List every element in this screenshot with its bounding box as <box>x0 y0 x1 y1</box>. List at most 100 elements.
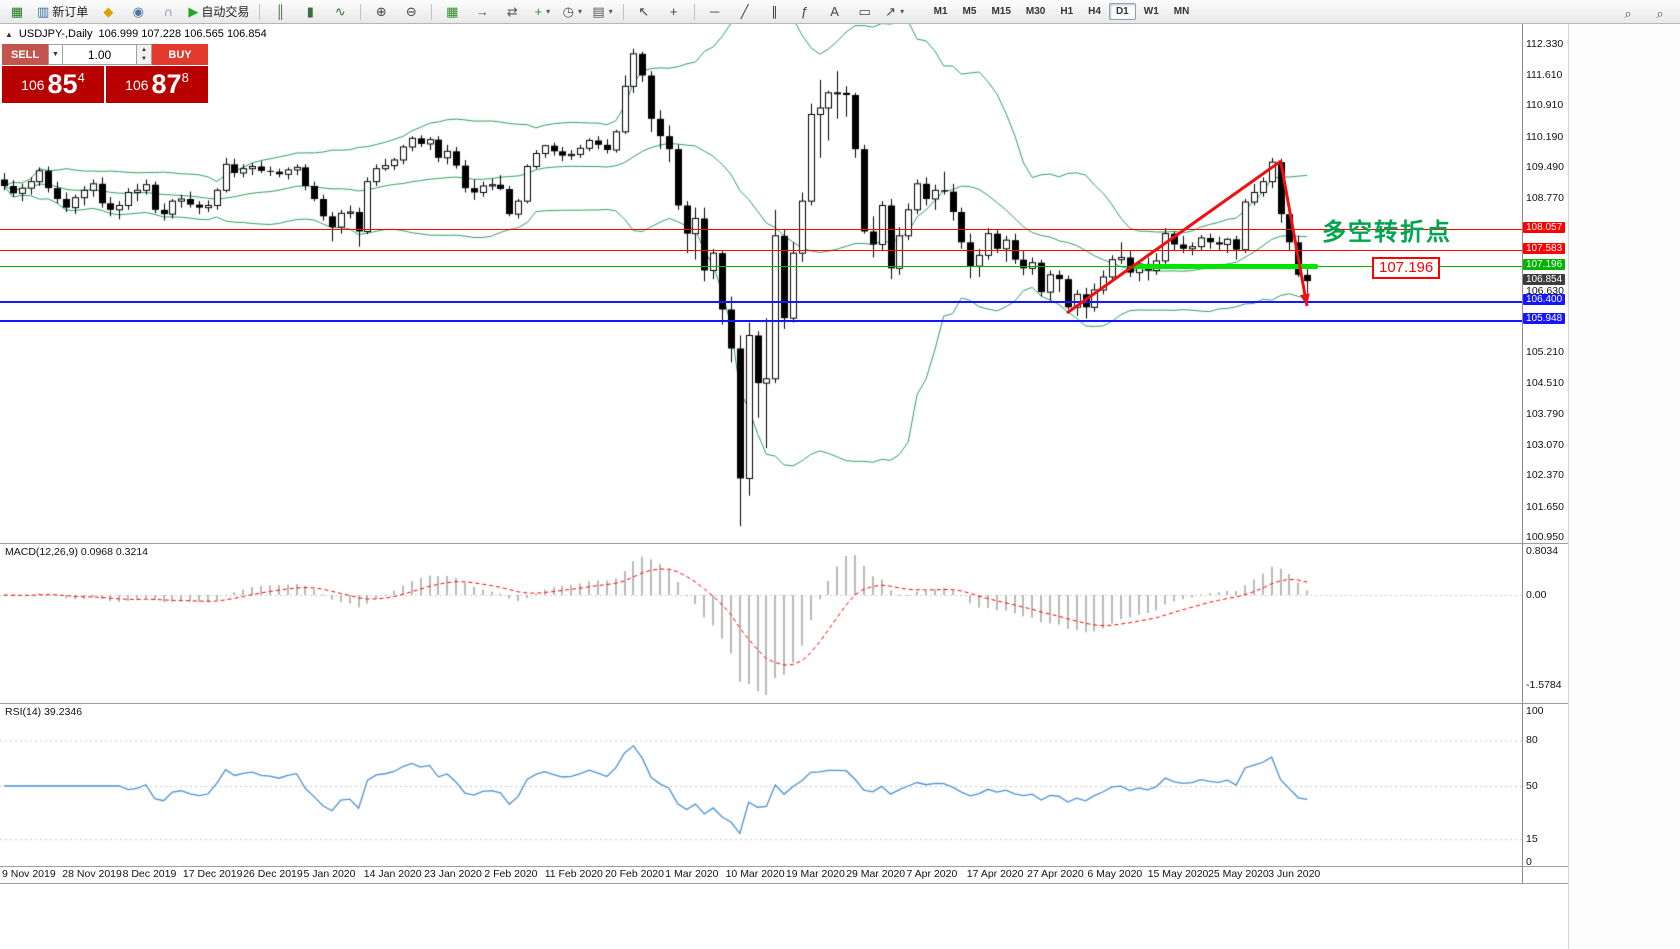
rsi-axis-label: 15 <box>1526 833 1538 846</box>
rsi-label: RSI(14) 39.2346 <box>5 706 83 718</box>
toolbar-main: ▦ ▥ 新订单 ◆ ◉ ∩ ▶ 自动交易 ║ ▮ ∿ ⊕ ⊖ ▦ → ⇄ + ▾ ◷ ▾ ▤ ▾ ↖ + ─ ╱ ∥ ƒ A ▭ ↗ ▾ <box>3 1 909 23</box>
app-icon-glyph: ▦ <box>10 4 24 19</box>
timeframe-m30[interactable]: M30 <box>1025 6 1046 17</box>
date-axis-label: 23 Jan 2020 <box>424 868 482 880</box>
price-axis-label: 112.330 <box>1526 37 1564 50</box>
date-axis-label: 25 May 2020 <box>1208 868 1269 880</box>
crosshair-icon[interactable]: + <box>660 1 688 23</box>
tile-windows-icon[interactable]: ▦ <box>438 1 466 23</box>
support-icon[interactable]: ∩ <box>154 1 182 23</box>
fibonacci-icon-glyph: ƒ <box>801 4 809 19</box>
date-axis: 9 Nov 2019 28 Nov 2019 8 Dec 2019 17 Dec 20… <box>0 867 1522 883</box>
date-axis-label: 5 Jan 2020 <box>303 868 356 880</box>
search-symbol-icon-glyph: ⌕ <box>1624 5 1632 21</box>
toolbar-separator <box>360 3 362 20</box>
price-level-badge: 106.854 <box>1523 274 1566 285</box>
search-symbol-icon[interactable]: ⌕ <box>1614 2 1642 24</box>
cursor-icon[interactable]: ↖ <box>630 1 658 23</box>
price-level-badge: 106.400 <box>1523 294 1566 305</box>
volume-increase-button[interactable]: ▲ <box>141 46 147 53</box>
buy-price[interactable]: 106 87 8 <box>106 66 208 103</box>
pane-divider-macd[interactable] <box>0 543 1568 544</box>
price-axis-label: 109.490 <box>1526 160 1564 173</box>
community-icon[interactable]: ◉ <box>124 1 152 23</box>
candlestick-chart-icon-glyph: ▮ <box>306 4 314 19</box>
toolbar-separator <box>431 3 433 20</box>
price-axis-label: 106.630 <box>1526 284 1564 297</box>
price-axis-label: 110.910 <box>1526 99 1564 112</box>
buy-price-prefix: 106 <box>125 76 149 93</box>
horizontal-line-108.057[interactable] <box>0 229 1522 230</box>
date-axis-label: 19 Mar 2020 <box>785 868 845 880</box>
sell-price[interactable]: 106 85 4 <box>2 66 104 103</box>
arrows-dropdown[interactable]: ↗ ▾ <box>881 1 909 23</box>
bar-chart-icon[interactable]: ║ <box>266 1 294 23</box>
volume-decrease-button[interactable]: ▼ <box>141 56 147 63</box>
turning-point-annotation[interactable]: 多空转折点 <box>1322 219 1452 246</box>
zoom-in-icon-glyph: ⊕ <box>375 4 387 19</box>
new-chart-dropdown[interactable]: + ▾ <box>528 1 556 23</box>
macd-axis-label: 0.8034 <box>1526 545 1559 557</box>
workspace-gutter <box>1568 24 1680 949</box>
text-icon[interactable]: A <box>821 1 849 23</box>
pane-divider-rsi[interactable] <box>0 703 1568 704</box>
horizontal-line-107.196[interactable] <box>0 266 1522 267</box>
chart-shift-icon[interactable]: ⇄ <box>498 1 526 23</box>
horizontal-line-icon[interactable]: ─ <box>701 1 729 23</box>
sell-button[interactable]: SELL <box>2 44 48 65</box>
date-axis-label: 9 Nov 2019 <box>2 868 56 880</box>
rsi-axis-label: 100 <box>1526 705 1544 717</box>
timeframe-mn[interactable]: MN <box>1173 6 1190 17</box>
autotrading-button[interactable]: ▶ 自动交易 <box>184 1 253 23</box>
timeframe-d1[interactable]: D1 <box>1108 3 1136 20</box>
templates-dropdown[interactable]: ▤ ▾ <box>588 1 616 23</box>
sell-price-big: 85 <box>47 69 78 99</box>
line-chart-icon[interactable]: ∿ <box>326 1 354 23</box>
channel-icon[interactable]: ∥ <box>761 1 789 23</box>
timeframe-h4[interactable]: H4 <box>1088 6 1101 17</box>
horizontal-line-107.583[interactable] <box>0 250 1522 251</box>
volume-dropdown[interactable]: ▼ <box>48 44 63 65</box>
price-callout[interactable]: 107.196 <box>1372 257 1441 279</box>
fibonacci-icon[interactable]: ƒ <box>791 1 819 23</box>
auto-scroll-icon[interactable]: → <box>468 1 496 23</box>
cursor-icon-glyph: ↖ <box>638 4 650 19</box>
rsi-chart-canvas[interactable] <box>0 704 1522 866</box>
price-level-badge: 107.583 <box>1523 243 1566 254</box>
profiles-dropdown-glyph: ◷ <box>562 4 574 19</box>
volume-input[interactable] <box>63 44 137 65</box>
date-axis-label: 8 Dec 2019 <box>122 868 177 880</box>
zoom-out-icon[interactable]: ⊖ <box>397 1 425 23</box>
trendline-icon[interactable]: ╱ <box>731 1 759 23</box>
price-axis-label: 102.370 <box>1526 469 1564 482</box>
timeframe-w1[interactable]: W1 <box>1143 6 1159 17</box>
timeframe-m5[interactable]: M5 <box>962 6 977 17</box>
label-icon[interactable]: ▭ <box>851 1 879 23</box>
search-icon[interactable]: ⌕ <box>1646 2 1674 24</box>
date-axis-label: 17 Apr 2020 <box>966 868 1024 880</box>
price-chart-canvas[interactable] <box>0 24 1522 543</box>
mql5-icon[interactable]: ◆ <box>94 1 122 23</box>
date-axis-label: 29 Mar 2020 <box>846 868 906 880</box>
horizontal-line-106.400[interactable] <box>0 301 1522 303</box>
support-segment[interactable] <box>1133 264 1318 269</box>
timeframe-h1[interactable]: H1 <box>1060 6 1074 17</box>
bar-chart-icon-glyph: ║ <box>275 4 285 19</box>
timeframe-m15[interactable]: M15 <box>991 6 1011 17</box>
horizontal-line-105.948[interactable] <box>0 320 1522 322</box>
mql5-icon-glyph: ◆ <box>103 4 114 19</box>
new-order-button[interactable]: ▥ 新订单 <box>33 1 92 23</box>
macd-chart-canvas[interactable] <box>0 544 1522 703</box>
profiles-dropdown[interactable]: ◷ ▾ <box>558 1 586 23</box>
buy-button[interactable]: BUY <box>152 44 208 65</box>
candlestick-chart-icon[interactable]: ▮ <box>296 1 324 23</box>
toolbar-separator <box>622 3 624 20</box>
timeframe-m1[interactable]: M1 <box>933 6 948 17</box>
date-axis-label: 28 Nov 2019 <box>62 868 122 880</box>
price-axis-label: 103.070 <box>1526 439 1564 452</box>
zoom-in-icon[interactable]: ⊕ <box>367 1 395 23</box>
tile-windows-icon-glyph: ▦ <box>446 4 459 19</box>
one-click-toggle-icon[interactable]: ▲ <box>5 29 13 39</box>
chart-shift-icon-glyph: ⇄ <box>506 4 518 19</box>
channel-icon-glyph: ∥ <box>771 4 778 19</box>
